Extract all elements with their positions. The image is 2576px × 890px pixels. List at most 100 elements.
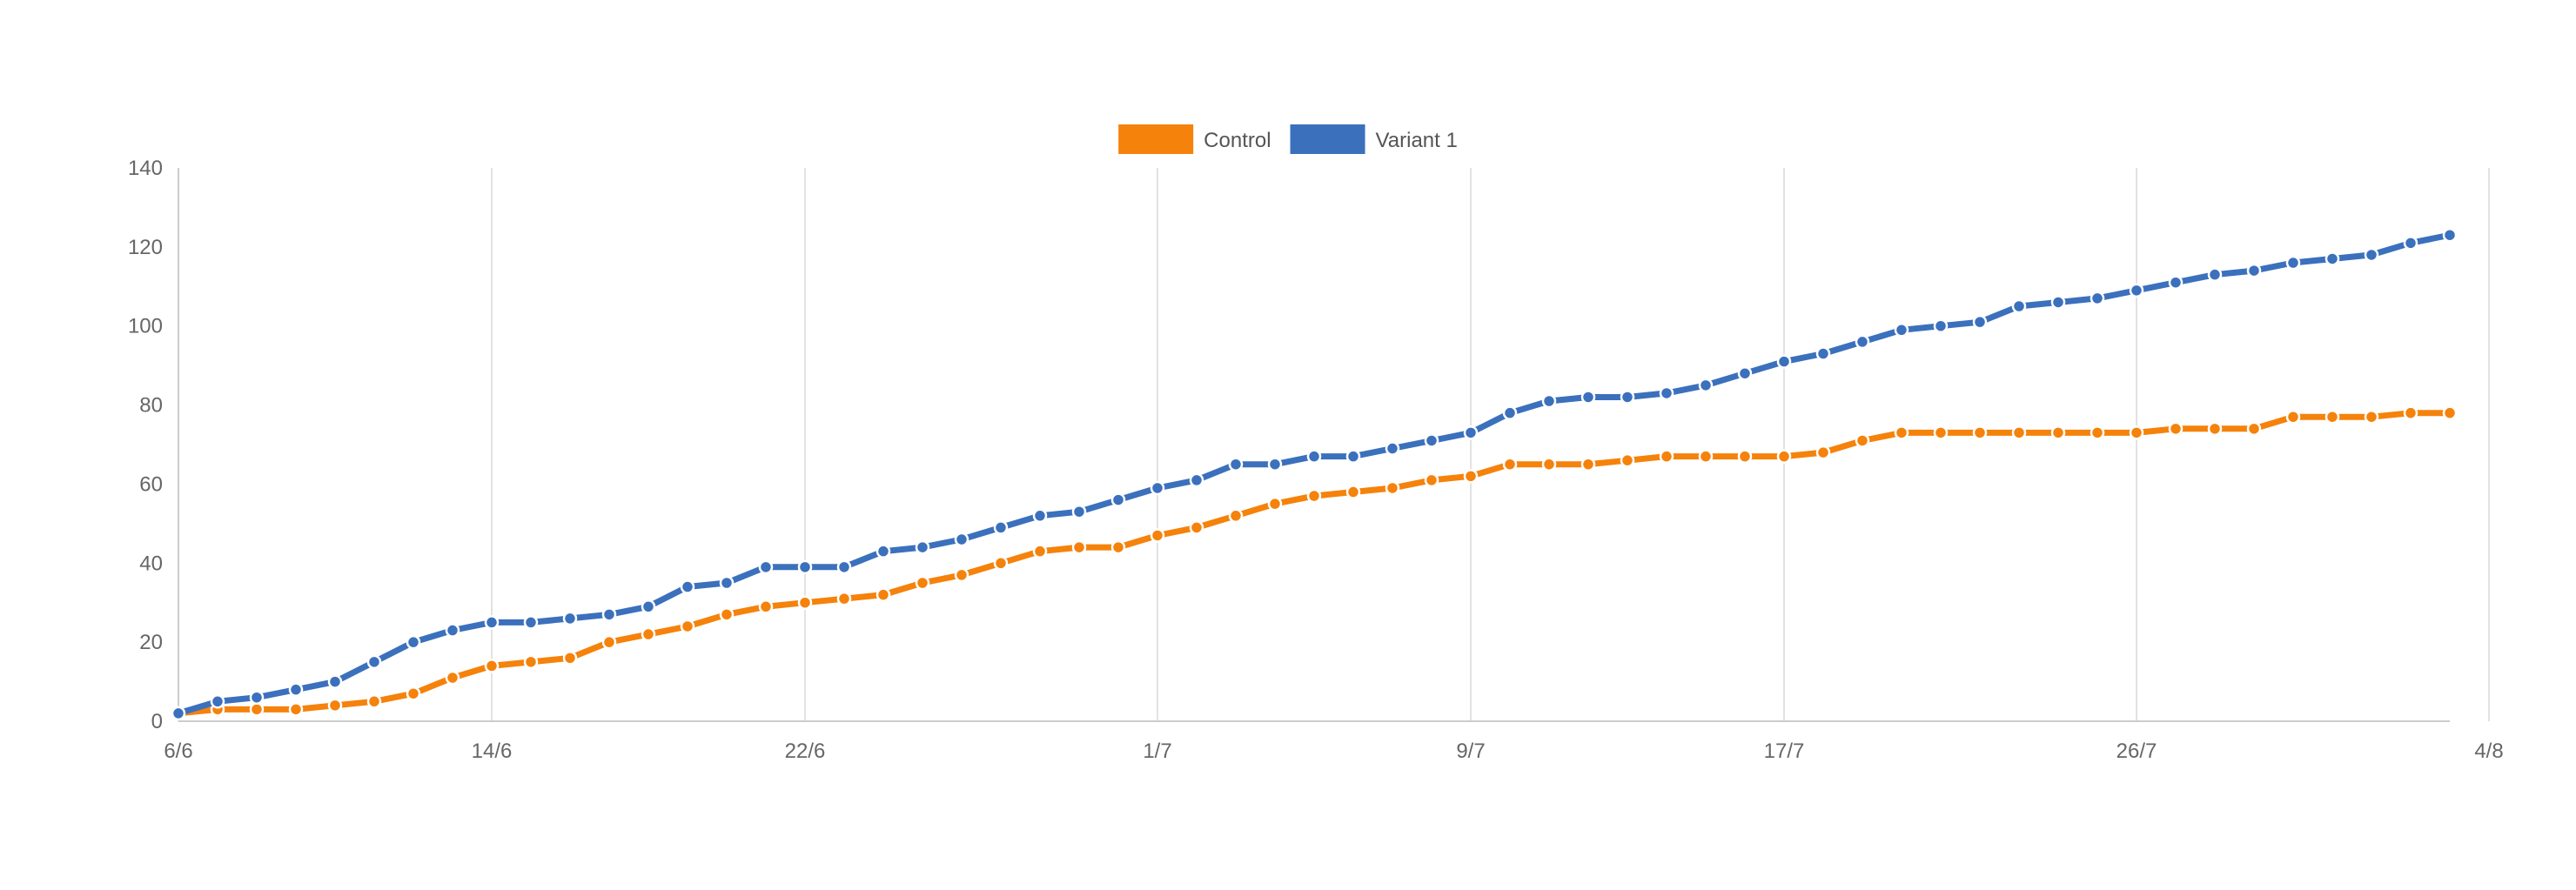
data-point[interactable] <box>915 539 930 555</box>
data-point[interactable] <box>249 702 265 717</box>
data-point[interactable] <box>288 702 304 717</box>
data-point[interactable] <box>1267 457 1283 472</box>
data-point[interactable] <box>1189 520 1204 535</box>
data-point[interactable] <box>2246 421 2262 437</box>
data-point[interactable] <box>680 579 695 594</box>
data-point[interactable] <box>601 607 617 622</box>
data-point[interactable] <box>2129 425 2144 440</box>
data-point[interactable] <box>1894 425 1909 440</box>
data-point[interactable] <box>915 575 930 591</box>
data-point[interactable] <box>1776 354 1792 369</box>
data-point[interactable] <box>2207 421 2223 437</box>
data-point[interactable] <box>836 591 852 606</box>
data-point[interactable] <box>680 619 695 634</box>
data-point[interactable] <box>797 559 813 575</box>
data-point[interactable] <box>1737 449 1753 464</box>
data-point[interactable] <box>2442 405 2458 420</box>
data-point[interactable] <box>1972 314 1988 330</box>
data-point[interactable] <box>719 575 735 591</box>
data-point[interactable] <box>1815 346 1831 361</box>
data-point[interactable] <box>2442 227 2458 243</box>
data-point[interactable] <box>2246 263 2262 278</box>
data-point[interactable] <box>406 686 421 701</box>
data-point[interactable] <box>1737 365 1753 381</box>
data-point[interactable] <box>327 698 343 713</box>
data-point[interactable] <box>2129 283 2144 298</box>
data-point[interactable] <box>1463 469 1479 484</box>
data-point[interactable] <box>2168 421 2184 437</box>
data-point[interactable] <box>1502 457 1518 472</box>
data-point[interactable] <box>2364 247 2379 263</box>
data-point[interactable] <box>1894 323 1909 338</box>
data-point[interactable] <box>1620 390 1635 405</box>
data-point[interactable] <box>1972 425 1988 440</box>
data-point[interactable] <box>954 532 969 547</box>
data-point[interactable] <box>1032 508 1048 524</box>
data-point[interactable] <box>1110 539 1126 555</box>
data-point[interactable] <box>1424 472 1439 488</box>
data-point[interactable] <box>327 674 343 689</box>
data-point[interactable] <box>1424 433 1439 448</box>
data-point[interactable] <box>2011 425 2027 440</box>
data-point[interactable] <box>2090 291 2105 306</box>
data-point[interactable] <box>1659 385 1674 401</box>
data-point[interactable] <box>2403 405 2418 420</box>
data-point[interactable] <box>562 651 578 666</box>
data-point[interactable] <box>445 623 460 638</box>
data-point[interactable] <box>719 607 735 622</box>
data-point[interactable] <box>366 654 382 670</box>
data-point[interactable] <box>954 567 969 583</box>
data-point[interactable] <box>2090 425 2105 440</box>
data-point[interactable] <box>2403 236 2418 251</box>
data-point[interactable] <box>2324 251 2340 266</box>
data-point[interactable] <box>1502 405 1518 420</box>
data-point[interactable] <box>171 706 186 721</box>
legend-item-control[interactable]: Control <box>1118 124 1271 154</box>
data-point[interactable] <box>1580 390 1596 405</box>
data-point[interactable] <box>562 611 578 626</box>
data-point[interactable] <box>1345 449 1361 464</box>
data-point[interactable] <box>210 694 225 709</box>
data-point[interactable] <box>249 690 265 705</box>
data-point[interactable] <box>758 599 774 614</box>
data-point[interactable] <box>2285 255 2301 271</box>
data-point[interactable] <box>1071 539 1087 555</box>
data-point[interactable] <box>484 659 500 673</box>
data-point[interactable] <box>1228 457 1244 472</box>
data-point[interactable] <box>523 615 539 630</box>
data-point[interactable] <box>1228 508 1244 524</box>
data-point[interactable] <box>993 556 1009 571</box>
data-point[interactable] <box>601 634 617 650</box>
data-point[interactable] <box>1620 452 1635 468</box>
data-point[interactable] <box>1189 472 1204 488</box>
legend[interactable]: Control Variant 1 <box>1118 124 1458 154</box>
data-point[interactable] <box>1698 378 1714 393</box>
data-point[interactable] <box>1463 425 1479 440</box>
data-point[interactable] <box>2168 275 2184 290</box>
data-point[interactable] <box>2324 409 2340 425</box>
data-point[interactable] <box>875 587 891 602</box>
data-point[interactable] <box>1855 433 1870 448</box>
data-point[interactable] <box>1580 457 1596 472</box>
data-point[interactable] <box>1815 445 1831 460</box>
data-point[interactable] <box>2207 267 2223 282</box>
data-point[interactable] <box>875 544 891 559</box>
data-point[interactable] <box>1150 480 1165 496</box>
data-point[interactable] <box>2050 425 2066 440</box>
data-point[interactable] <box>1698 449 1714 464</box>
data-point[interactable] <box>836 559 852 575</box>
data-point[interactable] <box>2050 295 2066 310</box>
data-point[interactable] <box>484 615 500 630</box>
data-point[interactable] <box>1267 496 1283 512</box>
data-point[interactable] <box>445 670 460 686</box>
data-point[interactable] <box>1933 425 1949 440</box>
data-point[interactable] <box>1345 485 1361 499</box>
data-point[interactable] <box>758 559 774 575</box>
data-point[interactable] <box>1541 393 1557 409</box>
data-point[interactable] <box>406 634 421 650</box>
data-point[interactable] <box>1150 528 1165 543</box>
data-point[interactable] <box>1110 492 1126 507</box>
data-point[interactable] <box>1385 480 1400 496</box>
data-point[interactable] <box>1306 488 1322 504</box>
data-point[interactable] <box>523 654 539 670</box>
